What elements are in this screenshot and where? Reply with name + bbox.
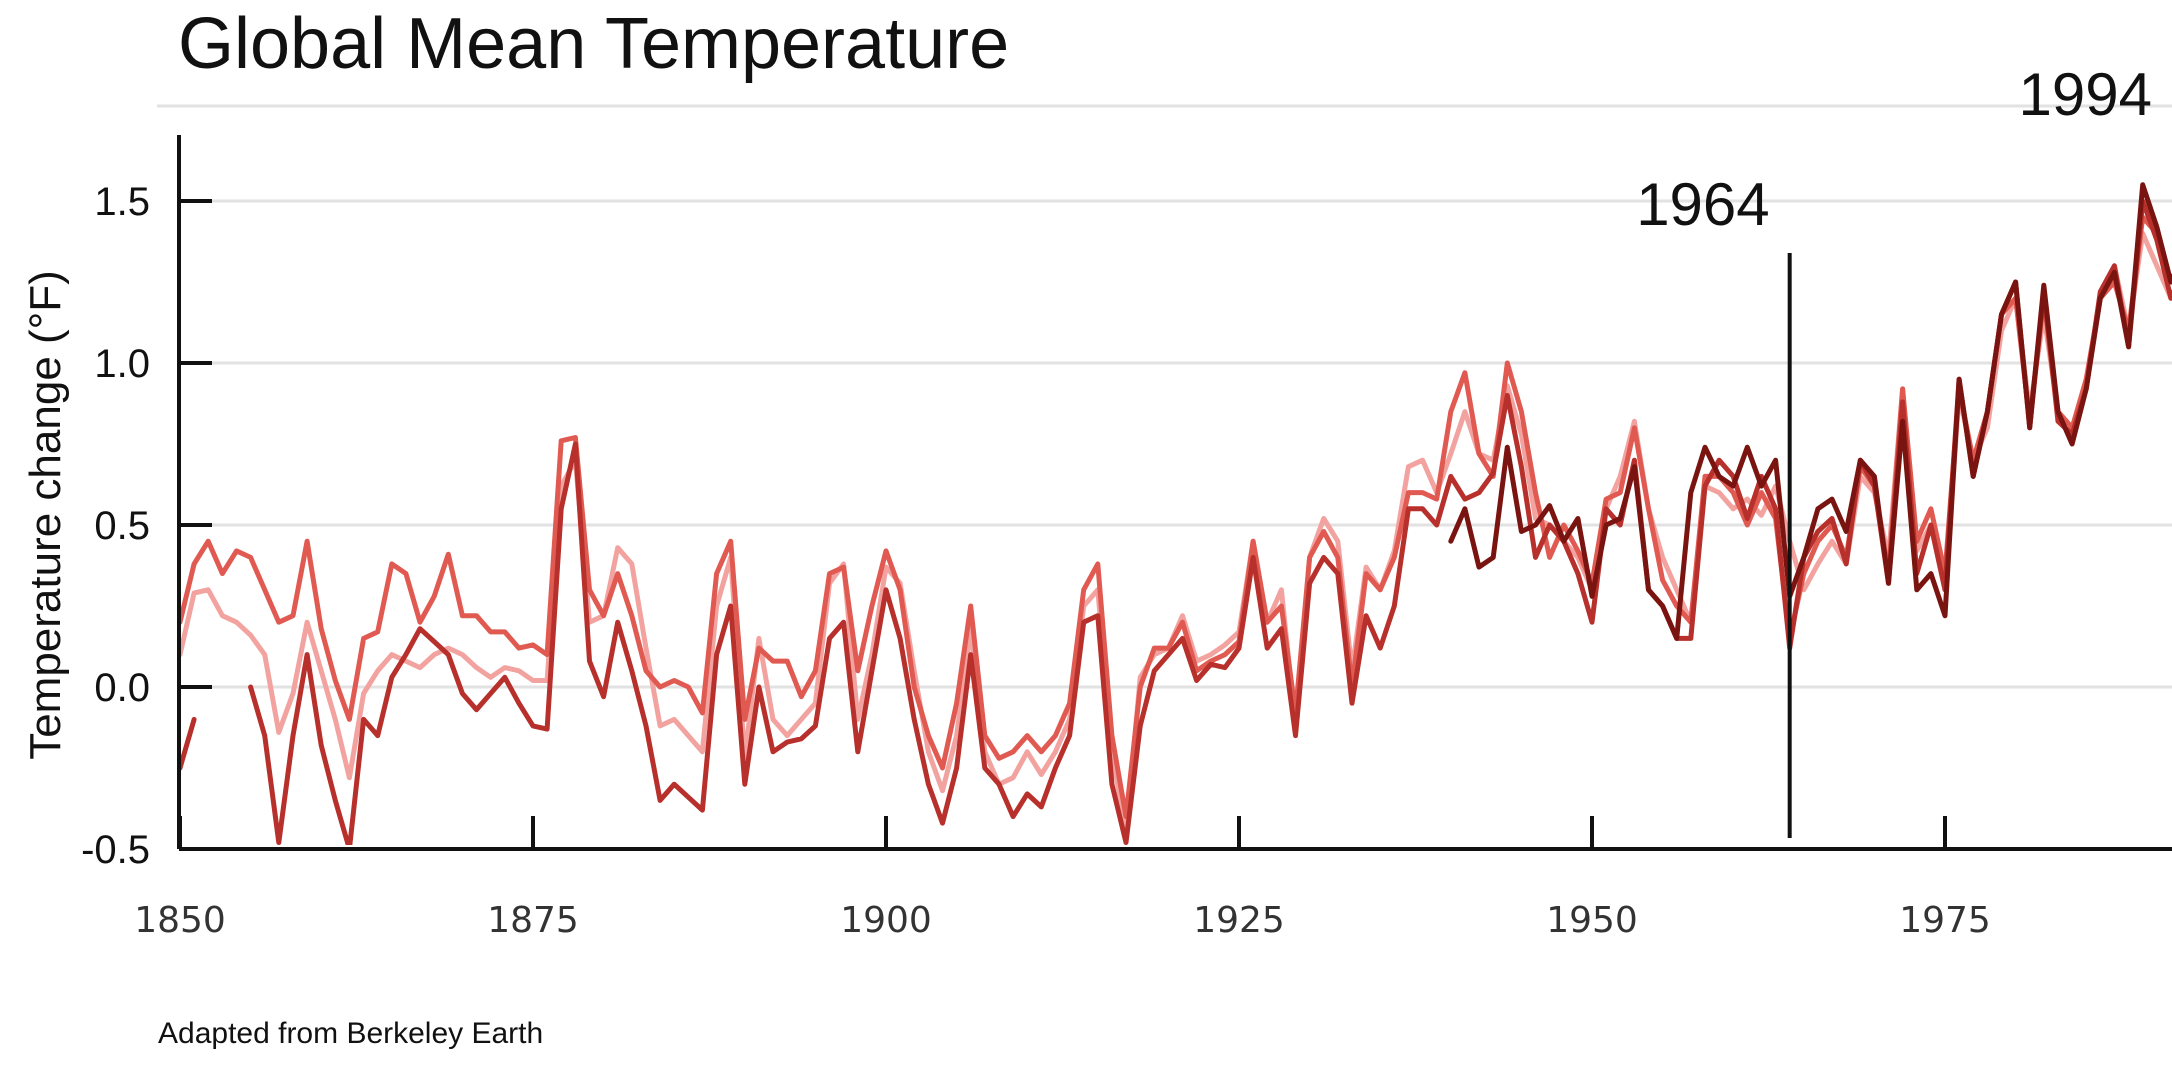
x-tick-label: 1850 — [134, 900, 226, 941]
x-tick-label: 1925 — [1193, 900, 1285, 941]
x-tick-label: 1975 — [1899, 900, 1991, 941]
series-line-2 — [179, 214, 2172, 820]
x-tick-label: 1875 — [487, 900, 579, 941]
axes: 1.5 1.0 0.5 0.0 -0.5 1850 1875 1900 1925 1950 1975 — [81, 135, 2172, 941]
x-tick-label: 1900 — [840, 900, 932, 941]
year-markers: 1964 1994 — [1636, 61, 2152, 838]
series-line-1 — [179, 230, 2172, 836]
chart-title: Global Mean Temperature — [178, 4, 1009, 84]
data-series — [179, 182, 2172, 845]
y-tick-label: 0.5 — [94, 504, 150, 548]
marker-label-1964: 1964 — [1636, 171, 1769, 238]
x-tick-label: 1950 — [1546, 900, 1638, 941]
y-axis-label: Temperature change (°F) — [21, 270, 70, 760]
y-tick-label: 1.5 — [94, 180, 150, 224]
series-line-4 — [1448, 182, 2172, 641]
y-tick-label: 0.0 — [94, 666, 150, 710]
source-note: Adapted from Berkeley Earth — [158, 1017, 543, 1050]
y-tick-label: 1.0 — [94, 342, 150, 386]
y-tick-label: -0.5 — [81, 828, 150, 872]
marker-label-1994: 1994 — [2019, 61, 2152, 128]
